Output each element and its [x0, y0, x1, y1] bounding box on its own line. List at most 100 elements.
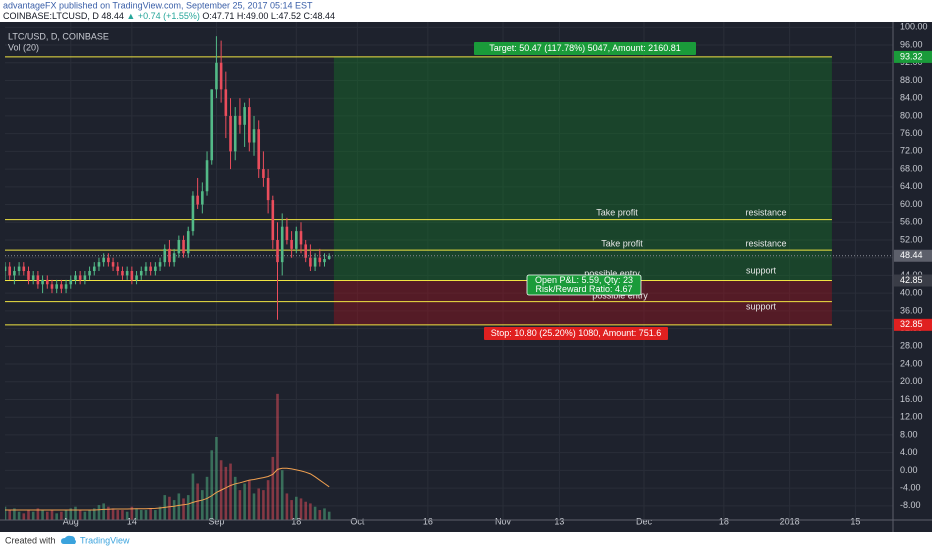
candle-body — [83, 275, 87, 280]
volume-bar — [97, 505, 101, 520]
ohlc: O:47.71 H:49.00 L:47.52 C:48.44 — [202, 11, 335, 21]
volume-bar — [125, 511, 129, 520]
candle-body — [201, 191, 204, 205]
candle-body — [22, 266, 26, 271]
volume-bar — [31, 511, 35, 520]
pane — [5, 22, 893, 520]
price-label: 93.32 — [900, 51, 923, 61]
candle-body — [224, 89, 228, 116]
volume-bar — [139, 510, 143, 520]
volume-bar — [135, 508, 138, 520]
price-label-bg — [894, 274, 932, 287]
y-tick-label: 16.00 — [900, 394, 923, 404]
volume-bar — [210, 450, 214, 520]
volume-bar — [158, 506, 162, 520]
candle-body — [125, 271, 129, 276]
volume-bar — [313, 506, 317, 520]
y-tick-label: 76.00 — [900, 128, 923, 138]
y-tick-label: 100.00 — [900, 22, 928, 32]
candle-body — [78, 275, 82, 280]
y-tick-label: -4.00 — [900, 482, 921, 492]
volume-bar — [191, 473, 195, 520]
change: ▲ +0.74 (+1.55%) — [126, 11, 199, 21]
candle-body — [248, 107, 251, 143]
x-tick-label: Nov — [495, 516, 512, 526]
volume-bar — [13, 508, 16, 520]
footer-created: Created with — [5, 535, 56, 545]
candle-body — [92, 266, 96, 271]
volume-bar — [55, 513, 58, 520]
volume-bar — [295, 496, 298, 520]
volume-bar — [116, 510, 120, 520]
stop-label-bg — [484, 327, 668, 340]
candle-body — [27, 271, 30, 280]
candle-body — [102, 257, 105, 263]
x-tick-label: Aug — [63, 516, 79, 526]
volume-bar — [182, 498, 185, 520]
candle-body — [313, 257, 317, 267]
volume-bar — [233, 476, 237, 520]
x-tick-label: 18 — [719, 516, 729, 526]
volume-bar — [177, 493, 181, 520]
y-tick-label: 8.00 — [900, 429, 918, 439]
candle-body — [295, 231, 298, 249]
candle-body — [107, 257, 110, 263]
candle-body — [210, 89, 214, 161]
price-label-bg — [894, 50, 932, 63]
volume-bar — [238, 490, 242, 520]
target-label: Target: 50.47 (117.78%) 5047, Amount: 21… — [489, 43, 680, 53]
x-tick-label: Oct — [350, 516, 365, 526]
footer-brand: TradingView — [80, 535, 130, 545]
x-tick-label: Sep — [208, 516, 224, 526]
candle-body — [266, 177, 270, 201]
candle-body — [219, 62, 223, 90]
x-tick-label: Dec — [636, 516, 653, 526]
volume-bar — [252, 493, 256, 520]
y-tick-label: 96.00 — [900, 39, 923, 49]
y-tick-label: 28.00 — [900, 341, 923, 351]
candle-body — [41, 279, 44, 285]
y-tick-label: -8.00 — [900, 500, 921, 510]
volume-bar — [50, 510, 54, 520]
price-label-bg — [894, 249, 932, 262]
candle-body — [97, 262, 101, 267]
annotation: support — [746, 301, 777, 311]
candle-body — [116, 266, 120, 271]
candle-body — [139, 271, 143, 276]
y-tick-label: 24.00 — [900, 358, 923, 368]
candle-body — [182, 239, 185, 254]
candle-body — [285, 226, 289, 240]
candle-body — [205, 160, 209, 192]
volume-bar — [309, 503, 312, 520]
candle-body — [5, 266, 7, 271]
volume-bar — [92, 508, 96, 520]
price-label: 32.85 — [900, 319, 923, 329]
volume-bar — [248, 480, 251, 520]
logo — [61, 535, 76, 544]
y-tick-label: 52.00 — [900, 234, 923, 244]
volume-bar — [102, 503, 105, 520]
volume-bar — [22, 513, 26, 520]
candle-body — [233, 115, 237, 152]
candle-body — [130, 271, 134, 280]
y-tick-label: 12.00 — [900, 412, 923, 422]
candle-body — [229, 115, 232, 152]
volume-bar — [74, 506, 77, 520]
volume-bar — [111, 508, 115, 520]
x-tick-label: 13 — [554, 516, 564, 526]
annotation: support — [746, 265, 777, 275]
symbol: COINBASE:LTCUSD, D 48.44 ▲ +0.74 (+1.55%… — [3, 11, 335, 21]
x-tick-label: 14 — [127, 516, 137, 526]
candle-body — [191, 195, 195, 232]
volume-bar — [41, 510, 44, 520]
volume-bar — [60, 511, 63, 520]
volume-bar — [36, 508, 40, 520]
volume-bar — [290, 500, 293, 520]
candle-body — [309, 257, 312, 267]
y-tick-label: 60.00 — [900, 199, 923, 209]
candle-body — [36, 275, 40, 285]
y-tick-label: 80.00 — [900, 110, 923, 120]
candle-body — [60, 284, 63, 289]
candle-body — [149, 266, 152, 271]
